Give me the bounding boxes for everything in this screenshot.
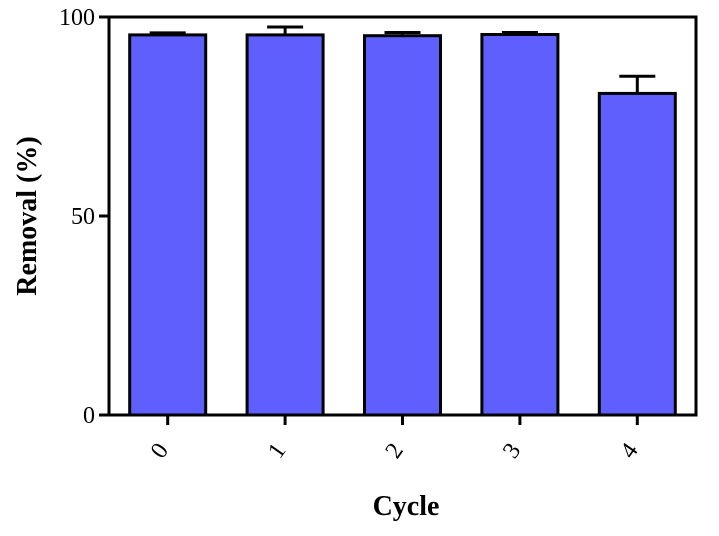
bars-layer <box>128 25 677 417</box>
x-tick-label-2: 2 <box>381 439 409 464</box>
x-tick-label-1: 1 <box>263 439 291 464</box>
bar-0 <box>128 33 208 417</box>
x-tick-label-0: 0 <box>146 439 174 464</box>
y-tick-label-50: 50 <box>71 204 95 230</box>
y-axis-title: Removal (%) <box>12 136 43 295</box>
x-tick-label-3: 3 <box>498 439 526 464</box>
bar-1 <box>245 33 325 417</box>
bar-3 <box>480 33 560 417</box>
bar-2 <box>363 34 442 417</box>
x-axis-ticks: 0 1 2 3 4 <box>146 415 644 463</box>
x-axis-title: Cycle <box>373 491 440 522</box>
x-tick-label-4: 4 <box>615 439 643 464</box>
y-axis-ticks: 0 50 100 <box>59 5 109 429</box>
y-tick-label-0: 0 <box>83 403 95 429</box>
y-tick-label-100: 100 <box>59 5 95 31</box>
bar-4 <box>597 91 677 417</box>
